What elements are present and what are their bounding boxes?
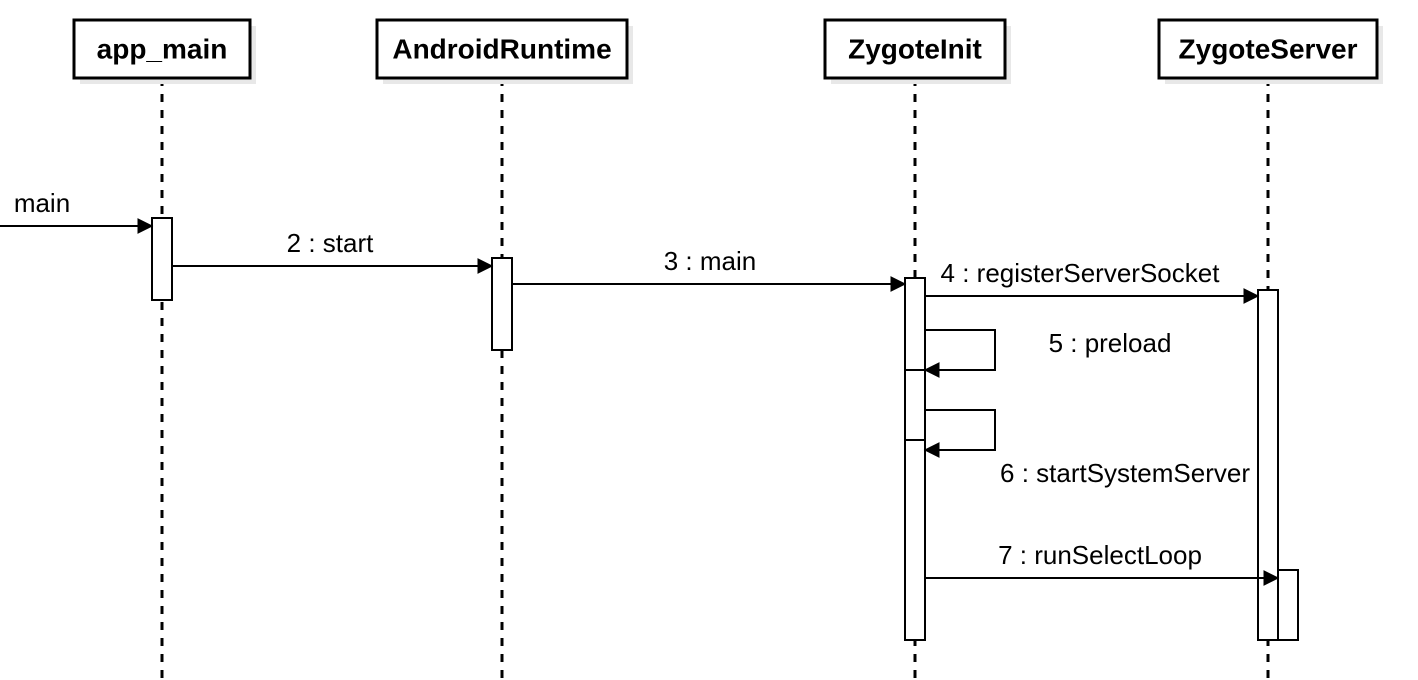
- activation-ZygoteInit: [905, 440, 925, 640]
- activation-ZygoteServer: [1258, 290, 1278, 640]
- message-label-6: 7 : runSelectLoop: [998, 540, 1202, 570]
- participant-label-AndroidRuntime: AndroidRuntime: [392, 33, 611, 64]
- activation-AndroidRuntime: [492, 258, 512, 350]
- message-label-0: main: [14, 188, 70, 218]
- message-label-4: 5 : preload: [1049, 328, 1172, 358]
- participant-label-ZygoteInit: ZygoteInit: [848, 33, 982, 64]
- message-self-5: [925, 410, 995, 450]
- activation-ZygoteInit: [905, 370, 925, 440]
- sequence-diagram: app_main AndroidRuntime ZygoteInit ZygoteSe…: [0, 0, 1418, 680]
- message-label-3: 4 : registerServerSocket: [941, 258, 1221, 288]
- activation-ZygoteInit: [905, 278, 925, 370]
- participant-label-ZygoteServer: ZygoteServer: [1179, 33, 1358, 64]
- participant-label-app_main: app_main: [97, 33, 228, 64]
- message-label-1: 2 : start: [287, 228, 374, 258]
- message-self-4: [925, 330, 995, 370]
- activation-ZygoteServer: [1278, 570, 1298, 640]
- message-label-2: 3 : main: [664, 246, 757, 276]
- activation-app_main: [152, 218, 172, 300]
- message-label-5: 6 : startSystemServer: [1000, 458, 1250, 488]
